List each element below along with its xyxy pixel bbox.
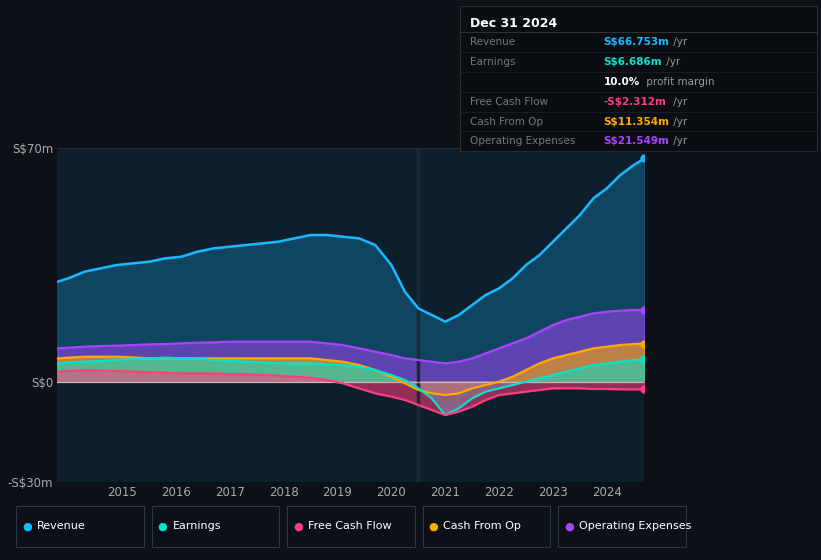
Text: ●: ●	[158, 521, 167, 531]
Text: Earnings: Earnings	[470, 57, 515, 67]
Text: /yr: /yr	[670, 38, 687, 48]
Text: Cash From Op: Cash From Op	[470, 116, 543, 127]
Text: S$66.753m: S$66.753m	[603, 38, 669, 48]
Text: S$21.549m: S$21.549m	[603, 136, 669, 146]
Text: Cash From Op: Cash From Op	[443, 521, 521, 531]
Text: ●: ●	[293, 521, 303, 531]
Text: S$11.354m: S$11.354m	[603, 116, 669, 127]
Text: -S$2.312m: -S$2.312m	[603, 97, 667, 107]
Text: Operating Expenses: Operating Expenses	[470, 136, 575, 146]
Text: Free Cash Flow: Free Cash Flow	[470, 97, 548, 107]
Text: ●: ●	[22, 521, 32, 531]
Text: S$6.686m: S$6.686m	[603, 57, 662, 67]
Text: Revenue: Revenue	[470, 38, 515, 48]
Text: /yr: /yr	[663, 57, 681, 67]
Text: /yr: /yr	[670, 116, 687, 127]
Text: Revenue: Revenue	[37, 521, 85, 531]
Text: ●: ●	[429, 521, 438, 531]
Text: Dec 31 2024: Dec 31 2024	[470, 17, 557, 30]
Text: /yr: /yr	[670, 136, 687, 146]
Text: ●: ●	[564, 521, 574, 531]
Text: 10.0%: 10.0%	[603, 77, 640, 87]
Text: Free Cash Flow: Free Cash Flow	[308, 521, 392, 531]
Text: /yr: /yr	[670, 97, 687, 107]
Text: profit margin: profit margin	[643, 77, 714, 87]
Text: Operating Expenses: Operating Expenses	[579, 521, 691, 531]
Text: Earnings: Earnings	[172, 521, 221, 531]
